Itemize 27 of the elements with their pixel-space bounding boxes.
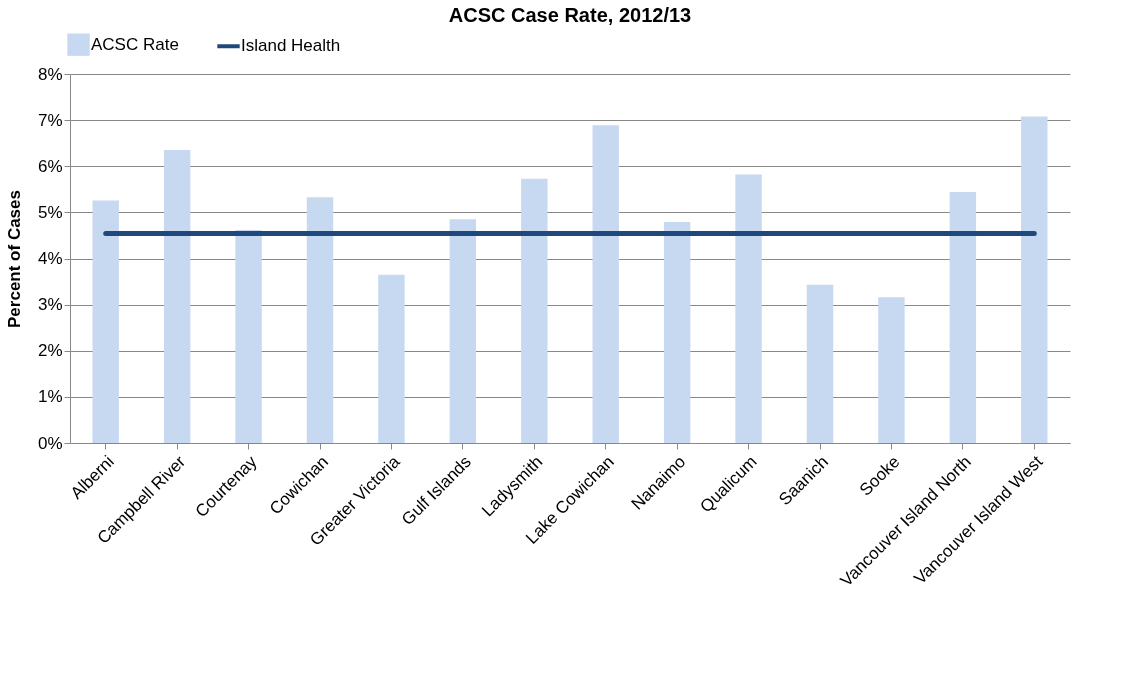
bar bbox=[92, 200, 119, 443]
bar bbox=[163, 150, 191, 443]
y-tick-label: 2% bbox=[37, 341, 63, 361]
y-tick-label: 3% bbox=[37, 295, 63, 315]
bar bbox=[949, 192, 977, 443]
y-tick-label: 7% bbox=[37, 110, 63, 130]
bar bbox=[449, 219, 477, 443]
y-tick-label: 6% bbox=[37, 156, 63, 176]
chart-title: ACSC Case Rate, 2012/13 bbox=[448, 4, 692, 26]
legend-label: Island Health bbox=[241, 36, 341, 56]
bar bbox=[878, 297, 905, 443]
bar bbox=[306, 197, 334, 443]
bar bbox=[378, 274, 405, 443]
legend-label: ACSC Rate bbox=[91, 34, 179, 54]
y-tick-label: 5% bbox=[37, 202, 63, 222]
bar bbox=[806, 284, 834, 443]
bar bbox=[735, 174, 762, 443]
y-tick-label: 1% bbox=[37, 387, 63, 407]
y-axis-title: Percent of Cases bbox=[4, 190, 24, 328]
y-tick-label: 8% bbox=[37, 64, 63, 84]
bar bbox=[663, 222, 691, 443]
bar bbox=[521, 178, 548, 443]
bar bbox=[235, 229, 262, 443]
bar bbox=[592, 125, 619, 443]
y-tick-label: 0% bbox=[37, 433, 63, 453]
bar bbox=[1021, 116, 1048, 443]
y-tick-label: 4% bbox=[37, 249, 63, 268]
